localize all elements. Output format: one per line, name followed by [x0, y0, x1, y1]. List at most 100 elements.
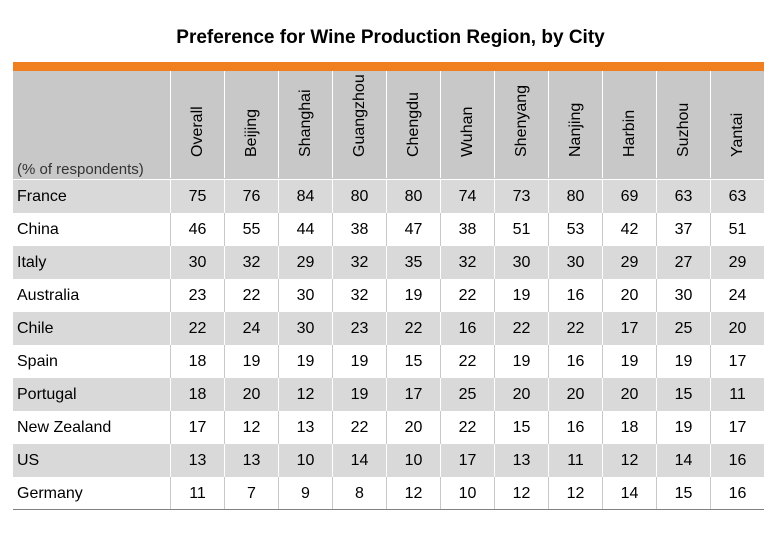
- table-cell: 17: [710, 345, 764, 378]
- table-row: Chile 22 24 30 23 22 16 22 22 17 25 20: [13, 312, 764, 345]
- column-header-harbin: Harbin: [602, 71, 657, 178]
- table-cell: 29: [710, 246, 764, 279]
- table-cell: 17: [710, 411, 764, 444]
- table-cell: 32: [440, 246, 494, 279]
- column-header-label: Wuhan: [459, 106, 476, 157]
- table-cell: 12: [224, 411, 278, 444]
- table-cell: 18: [170, 345, 224, 378]
- table-cell: 63: [710, 180, 764, 213]
- table-cell: 15: [494, 411, 548, 444]
- table-cell: 22: [440, 345, 494, 378]
- table-cell: 30: [548, 246, 602, 279]
- column-header-label: Harbin: [621, 109, 638, 157]
- table-cell: 30: [278, 279, 332, 312]
- table-cell: 12: [278, 378, 332, 411]
- table-cell: 13: [494, 444, 548, 477]
- table-cell: 51: [710, 213, 764, 246]
- table-cell: 38: [332, 213, 386, 246]
- table-cell: 19: [332, 345, 386, 378]
- table-cell: 46: [170, 213, 224, 246]
- table-cell: 20: [710, 312, 764, 345]
- table-cell: 15: [656, 477, 710, 510]
- table-cell: 13: [170, 444, 224, 477]
- table-cell: 84: [278, 180, 332, 213]
- table-cell: 25: [440, 378, 494, 411]
- table-cell: 30: [278, 312, 332, 345]
- column-header-label: Nanjing: [567, 102, 584, 157]
- row-label: Chile: [17, 320, 54, 337]
- table-cell: 13: [224, 444, 278, 477]
- column-header-guangzhou: Guangzhou: [332, 71, 387, 178]
- column-header-shanghai: Shanghai: [278, 71, 333, 178]
- table-cell: 17: [440, 444, 494, 477]
- table-cell: 55: [224, 213, 278, 246]
- row-label: Portugal: [17, 386, 77, 403]
- table-row: Italy 30 32 29 32 35 32 30 30 29 27 29: [13, 246, 764, 279]
- table-cell: 16: [710, 444, 764, 477]
- row-label: Australia: [17, 287, 80, 304]
- table-cell: 19: [656, 345, 710, 378]
- table-row: Spain 18 19 19 19 15 22 19 16 19 19 17: [13, 345, 764, 378]
- table-cell: 18: [602, 411, 656, 444]
- table-cell: 15: [386, 345, 440, 378]
- table-cell: 63: [656, 180, 710, 213]
- table-row: US 13 13 10 14 10 17 13 11 12 14 16: [13, 444, 764, 477]
- column-header-wuhan: Wuhan: [440, 71, 495, 178]
- table-cell: 30: [494, 246, 548, 279]
- table-cell: 22: [440, 279, 494, 312]
- table-cell: 24: [710, 279, 764, 312]
- table-row: New Zealand 17 12 13 22 20 22 15 16 18 19 17: [13, 411, 764, 444]
- table-cell: 20: [602, 378, 656, 411]
- table-row: France 75 76 84 80 80 74 73 80 69 63 63: [13, 180, 764, 213]
- column-header-label: Shanghai: [297, 89, 314, 157]
- table-cell: 37: [656, 213, 710, 246]
- table-cell: 32: [332, 246, 386, 279]
- table-cell: 22: [494, 312, 548, 345]
- row-label: Italy: [17, 254, 47, 271]
- table-cell: 17: [386, 378, 440, 411]
- table-cell: 51: [494, 213, 548, 246]
- table-cell: 12: [548, 477, 602, 510]
- unit-label: (% of respondents): [17, 161, 144, 178]
- table-cell: 20: [602, 279, 656, 312]
- table-cell: 19: [386, 279, 440, 312]
- table-cell: 17: [170, 411, 224, 444]
- row-label: France: [17, 188, 67, 205]
- table-cell: 38: [440, 213, 494, 246]
- chart-title: Preference for Wine Production Region, b…: [176, 27, 605, 48]
- column-header-beijing: Beijing: [224, 71, 279, 178]
- table-cell: 20: [548, 378, 602, 411]
- table-cell: 11: [710, 378, 764, 411]
- table-row: Australia 23 22 30 32 19 22 19 16 20 30 24: [13, 279, 764, 312]
- table-cell: 12: [386, 477, 440, 510]
- table-cell: 23: [170, 279, 224, 312]
- table-cell: 44: [278, 213, 332, 246]
- table-cell: 22: [386, 312, 440, 345]
- table-cell: 73: [494, 180, 548, 213]
- table-cell: 19: [332, 378, 386, 411]
- table-cell: 80: [548, 180, 602, 213]
- table-cell: 25: [656, 312, 710, 345]
- table-cell: 19: [494, 345, 548, 378]
- table-cell: 19: [602, 345, 656, 378]
- table-cell: 16: [440, 312, 494, 345]
- table-cell: 10: [386, 444, 440, 477]
- table-cell: 74: [440, 180, 494, 213]
- column-header-label: Chengdu: [405, 92, 422, 157]
- table-cell: 13: [278, 411, 332, 444]
- table-cell: 35: [386, 246, 440, 279]
- table-cell: 20: [224, 378, 278, 411]
- table-cell: 22: [548, 312, 602, 345]
- table-row: Portugal 18 20 12 19 17 25 20 20 20 15 11: [13, 378, 764, 411]
- table-cell: 32: [224, 246, 278, 279]
- table-cell: 22: [332, 411, 386, 444]
- table-header: [13, 71, 764, 179]
- column-header-nanjing: Nanjing: [548, 71, 603, 178]
- table-cell: 11: [170, 477, 224, 510]
- table-cell: 19: [224, 345, 278, 378]
- table-cell: 75: [170, 180, 224, 213]
- accent-bar: [13, 62, 764, 71]
- table-cell: 11: [548, 444, 602, 477]
- table-row: China 46 55 44 38 47 38 51 53 42 37 51: [13, 213, 764, 246]
- table-cell: 19: [494, 279, 548, 312]
